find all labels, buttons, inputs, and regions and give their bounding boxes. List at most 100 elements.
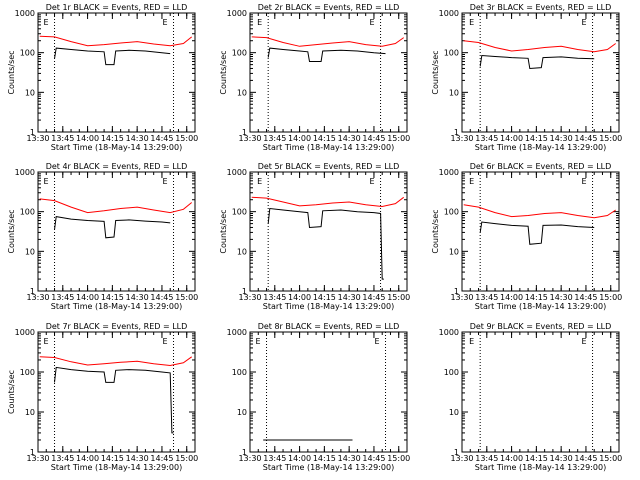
- event-marker-label: E: [375, 337, 380, 346]
- x-axis-label: Start Time (18-May-14 13:29:00): [475, 143, 606, 152]
- y-tick-label: 1000: [439, 168, 459, 177]
- x-tick-label: 14:30: [550, 134, 573, 143]
- x-tick-label: 13:30: [450, 134, 473, 143]
- x-tick-label: 14:30: [550, 454, 573, 463]
- x-tick-label: 14:15: [101, 454, 124, 463]
- y-tick-label: 100: [20, 368, 35, 377]
- lld-series-line: [39, 198, 193, 214]
- x-tick-label: 14:00: [76, 454, 99, 463]
- y-tick-label: 1: [454, 287, 459, 296]
- y-tick-label: 1: [454, 128, 459, 137]
- event-marker-label: E: [44, 177, 49, 186]
- x-tick-label: 14:15: [525, 293, 548, 302]
- chart-title: Det 3r BLACK = Events, RED = LLD: [470, 3, 612, 12]
- x-tick-label: 14:00: [288, 293, 311, 302]
- lld-series-line: [39, 356, 192, 367]
- event-marker-label: E: [44, 18, 49, 27]
- y-tick-label: 100: [232, 368, 247, 377]
- event-marker-label: E: [163, 18, 168, 27]
- x-tick-label: 14:15: [313, 293, 336, 302]
- y-axis-label: Counts/sec: [219, 50, 228, 94]
- event-marker-label: E: [582, 18, 587, 27]
- x-tick-label: 13:45: [263, 454, 286, 463]
- x-tick-label: 13:45: [475, 454, 498, 463]
- chart-title: Det 8r BLACK = Events, RED = LLD: [258, 322, 400, 331]
- y-tick-label: 1000: [227, 168, 247, 177]
- x-tick-label: 14:00: [288, 454, 311, 463]
- x-tick-label: 13:45: [263, 293, 286, 302]
- x-tick-label: 13:45: [51, 134, 74, 143]
- x-tick-label: 14:45: [574, 134, 597, 143]
- x-tick-label: 15:00: [175, 454, 198, 463]
- x-tick-label: 15:00: [599, 134, 622, 143]
- event-marker-label: E: [370, 18, 375, 27]
- x-tick-label: 13:45: [475, 293, 498, 302]
- x-tick-label: 14:45: [150, 454, 173, 463]
- chart-panel-7: Det 7r BLACK = Events, RED = LLD Start Ti…: [7, 322, 198, 472]
- x-tick-label: 14:30: [126, 134, 149, 143]
- x-tick-label: 14:45: [362, 134, 385, 143]
- y-tick-label: 1000: [227, 328, 247, 337]
- y-tick-label: 10: [25, 247, 35, 256]
- x-tick-label: 15:00: [175, 134, 198, 143]
- x-tick-label: 14:00: [500, 134, 523, 143]
- x-axis-label: Start Time (18-May-14 13:29:00): [51, 302, 182, 311]
- x-tick-label: 14:15: [101, 134, 124, 143]
- y-tick-label: 10: [237, 408, 247, 417]
- y-tick-label: 100: [444, 368, 459, 377]
- event-marker-label: E: [163, 337, 168, 346]
- x-tick-label: 14:00: [500, 454, 523, 463]
- chart-title: Det 7r BLACK = Events, RED = LLD: [46, 322, 188, 331]
- y-tick-label: 1000: [439, 328, 459, 337]
- plot-frame: [461, 12, 620, 133]
- y-axis-label: Counts/sec: [219, 209, 228, 253]
- chart-panel-5: Det 5r BLACK = Events, RED = LLD Start Ti…: [219, 162, 410, 311]
- y-axis-label: Counts/sec: [7, 209, 16, 253]
- y-tick-label: 100: [232, 208, 247, 217]
- x-tick-label: 14:15: [525, 454, 548, 463]
- y-tick-label: 1000: [227, 9, 247, 18]
- x-tick-label: 13:30: [238, 454, 261, 463]
- event-marker-label: E: [257, 18, 262, 27]
- y-tick-label: 10: [25, 88, 35, 97]
- events-series-line: [479, 221, 595, 245]
- x-tick-label: 14:45: [574, 454, 597, 463]
- y-tick-label: 1: [30, 128, 35, 137]
- y-tick-label: 1000: [439, 9, 459, 18]
- x-axis-label: Start Time (18-May-14 13:29:00): [51, 463, 182, 472]
- x-tick-label: 14:15: [101, 293, 124, 302]
- y-tick-label: 100: [444, 208, 459, 217]
- event-marker-label: E: [469, 337, 474, 346]
- x-tick-label: 13:30: [450, 454, 473, 463]
- x-tick-label: 14:15: [313, 454, 336, 463]
- y-tick-label: 1000: [15, 328, 35, 337]
- y-tick-label: 1: [30, 287, 35, 296]
- chart-title: Det 4r BLACK = Events, RED = LLD: [46, 162, 188, 171]
- x-tick-label: 15:00: [387, 293, 410, 302]
- event-marker-label: E: [370, 177, 375, 186]
- x-tick-label: 14:45: [150, 134, 173, 143]
- plot-frame: [249, 171, 408, 292]
- lld-series-line: [463, 40, 616, 53]
- x-tick-label: 14:45: [574, 293, 597, 302]
- x-tick-label: 14:00: [288, 134, 311, 143]
- y-tick-label: 1000: [15, 9, 35, 18]
- x-tick-label: 13:45: [475, 134, 498, 143]
- x-tick-label: 15:00: [599, 454, 622, 463]
- x-tick-label: 15:00: [599, 293, 622, 302]
- x-tick-label: 14:30: [338, 454, 361, 463]
- y-tick-label: 1000: [15, 168, 35, 177]
- x-tick-label: 14:30: [338, 134, 361, 143]
- y-tick-label: 100: [20, 208, 35, 217]
- x-tick-label: 13:30: [238, 134, 261, 143]
- y-axis-label: Counts/sec: [431, 209, 440, 253]
- y-tick-label: 1: [30, 448, 35, 457]
- x-tick-label: 14:45: [362, 293, 385, 302]
- events-series-line: [479, 54, 595, 70]
- chart-panel-4: Det 4r BLACK = Events, RED = LLD Start Ti…: [7, 162, 198, 311]
- chart-panel-1: Det 1r BLACK = Events, RED = LLD Start Ti…: [7, 3, 198, 152]
- x-tick-label: 14:30: [126, 454, 149, 463]
- lld-series-line: [251, 196, 405, 208]
- x-tick-label: 14:30: [338, 293, 361, 302]
- y-tick-label: 1: [454, 448, 459, 457]
